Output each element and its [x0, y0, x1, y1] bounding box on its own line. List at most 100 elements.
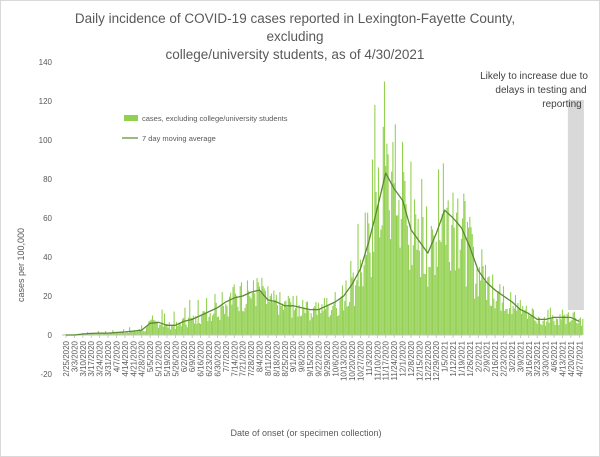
bar	[188, 317, 190, 335]
bar	[447, 200, 449, 335]
shaded-region	[567, 100, 584, 310]
annotation-line-2: delays in testing and	[495, 85, 586, 96]
bar	[266, 304, 268, 335]
bar	[420, 277, 422, 335]
bar	[159, 324, 161, 335]
bar	[268, 301, 270, 335]
bar	[284, 301, 286, 335]
bar	[480, 280, 482, 335]
bar	[428, 266, 430, 335]
bar	[335, 308, 337, 335]
bar	[430, 225, 432, 335]
x-tick-label: 9/29/2020	[323, 340, 332, 376]
bar	[264, 290, 267, 335]
y-axis-title: cases per 100,000	[16, 228, 26, 302]
bar	[507, 313, 509, 335]
x-tick-label: 2/25/2020	[62, 340, 71, 376]
bar	[357, 223, 359, 335]
bar	[145, 327, 148, 335]
bar	[237, 306, 239, 335]
bar	[359, 259, 361, 335]
bar	[487, 277, 489, 335]
bar	[490, 305, 492, 335]
bar	[578, 318, 580, 335]
bar	[195, 316, 197, 335]
bar	[95, 333, 97, 335]
bar	[226, 305, 228, 335]
bar	[91, 333, 93, 335]
bar	[456, 212, 458, 335]
y-tick-label: 60	[43, 214, 52, 223]
y-tick-label: 140	[39, 58, 53, 67]
bar	[103, 333, 105, 335]
bar	[363, 265, 365, 335]
bar	[453, 227, 455, 335]
bar	[401, 141, 404, 335]
bar	[90, 333, 92, 335]
x-tick-label: 4/6/2021	[550, 340, 559, 372]
bar	[183, 317, 185, 335]
bar	[296, 295, 298, 335]
bar	[274, 299, 276, 335]
bar	[275, 294, 277, 335]
bar	[365, 254, 367, 335]
bar	[370, 277, 372, 335]
bar	[559, 314, 561, 335]
delay-annotation: Likely to increase due to delays in test…	[480, 71, 588, 110]
bar	[502, 286, 505, 335]
bar	[126, 332, 128, 335]
y-tick-label: 120	[39, 97, 53, 106]
bar	[257, 282, 259, 335]
bar	[197, 299, 199, 335]
bar	[113, 331, 115, 335]
bar	[314, 306, 316, 335]
bar	[582, 318, 584, 335]
bar	[148, 321, 150, 335]
x-tick-label: 12/1/2020	[399, 340, 408, 376]
bar	[185, 324, 187, 335]
bar	[286, 307, 288, 335]
bar	[178, 322, 180, 335]
bar	[488, 276, 490, 335]
x-tick-label: 10/13/2020	[340, 340, 349, 381]
bar	[439, 240, 441, 335]
x-tick-label: 7/14/2020	[230, 340, 239, 376]
bar	[493, 298, 495, 335]
bar	[416, 249, 418, 335]
x-tick-label: 8/11/2020	[264, 340, 273, 376]
bar	[573, 311, 575, 335]
bar	[114, 333, 116, 335]
bar	[391, 171, 393, 335]
bar	[160, 324, 162, 335]
x-tick-label: 2/16/2021	[491, 340, 500, 376]
bar	[192, 315, 194, 335]
bar	[512, 305, 514, 335]
bar	[376, 205, 378, 335]
x-tick-label: 3/23/2021	[533, 340, 542, 376]
bar	[218, 316, 220, 335]
x-tick-label: 7/28/2020	[247, 340, 256, 376]
bar	[475, 283, 477, 335]
bar	[373, 251, 375, 335]
bar	[316, 314, 318, 335]
bar	[155, 321, 157, 335]
bar	[221, 292, 223, 335]
bar	[311, 317, 313, 335]
bar	[96, 332, 98, 335]
bar	[334, 292, 336, 335]
bar	[138, 329, 140, 335]
bar	[308, 310, 310, 335]
bar	[466, 221, 468, 335]
bar	[204, 312, 206, 335]
bar	[231, 304, 233, 335]
bar	[560, 319, 562, 335]
bar	[303, 308, 305, 335]
bar	[169, 329, 172, 335]
bar	[301, 315, 303, 335]
bar	[436, 266, 438, 335]
bar	[535, 321, 537, 335]
x-tick-label: 1/19/2021	[458, 340, 467, 376]
bar	[262, 286, 264, 335]
bar	[581, 325, 583, 335]
x-tick-label: 4/14/2020	[121, 340, 130, 376]
